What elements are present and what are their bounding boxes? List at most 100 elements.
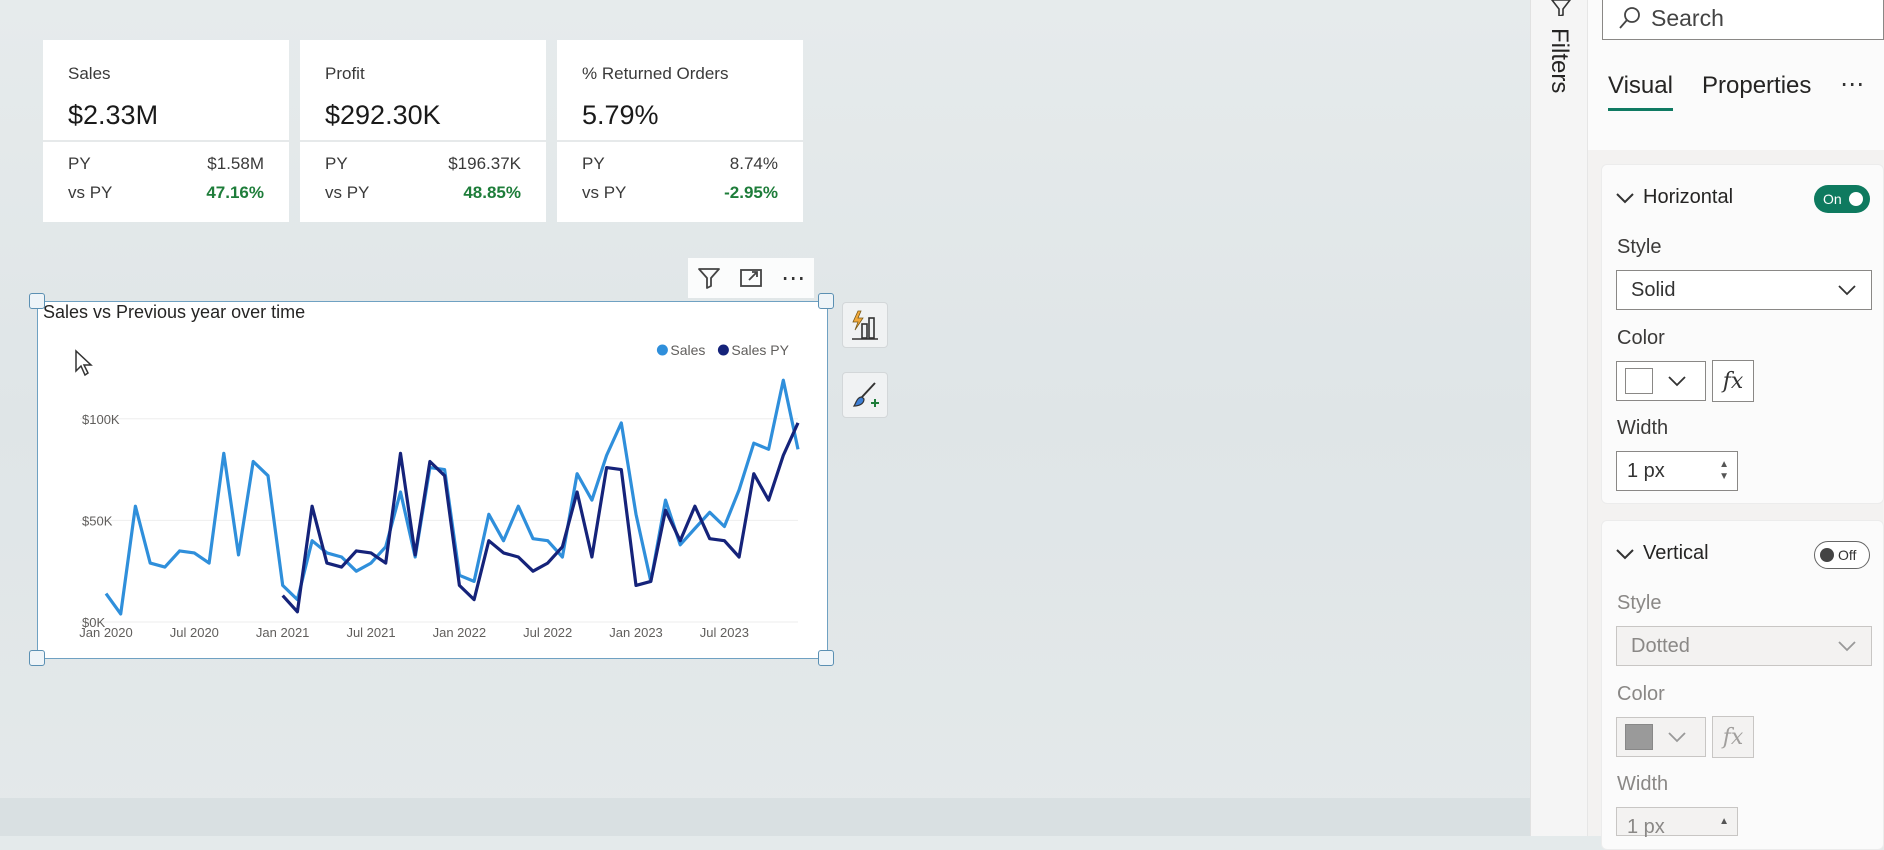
kpi-value: $2.33M	[68, 100, 159, 130]
vertical-color-label: Color	[1617, 683, 1665, 705]
kpi-py-row: PY $196.37K	[325, 154, 521, 174]
kpi-divider	[43, 140, 289, 142]
line-chart-visual[interactable]	[37, 301, 828, 659]
toggle-knob	[1848, 192, 1863, 206]
stepper-value: 1 px	[1627, 816, 1665, 838]
more-options-button[interactable]: ⋯	[772, 258, 814, 298]
legend-marker	[656, 344, 668, 356]
x-tick-label: Jan 2020	[79, 625, 133, 640]
kpi-divider	[300, 140, 546, 142]
kpi-py-row: PY 8.74%	[582, 154, 778, 174]
stepper-value: 1 px	[1627, 459, 1665, 482]
build-visual-button[interactable]	[842, 302, 888, 348]
legend-marker	[717, 344, 729, 356]
kpi-card-returned-orders[interactable]: % Returned Orders 5.79% PY 8.74% vs PY -2.…	[557, 40, 803, 222]
search-icon	[1619, 7, 1640, 29]
paintbrush-icon	[852, 382, 879, 407]
horizontal-fx-button[interactable]: fx	[1712, 360, 1754, 402]
kpi-vs-label: vs PY	[582, 183, 627, 202]
vertical-style-dropdown[interactable]: Dotted	[1616, 626, 1872, 666]
horizontal-section-header[interactable]: Horizontal	[1615, 186, 1733, 209]
filter-button[interactable]	[688, 258, 730, 298]
vertical-width-input[interactable]: 1 px ▲	[1616, 807, 1738, 838]
horizontal-width-label: Width	[1617, 417, 1669, 439]
focus-mode-icon	[740, 269, 762, 287]
legend-label: Sales PY	[731, 342, 789, 358]
x-tick-label: Jan 2023	[609, 625, 663, 640]
kpi-title: Profit	[325, 64, 365, 83]
chart-title: Sales vs Previous year over time	[43, 302, 306, 322]
search-box[interactable]: Search	[1602, 0, 1884, 40]
kpi-vs-value: -2.95%	[724, 183, 778, 202]
kpi-py-label: PY	[325, 154, 348, 173]
horizontal-section-title: Horizontal	[1643, 186, 1734, 208]
filters-funnel-icon	[1550, 0, 1572, 16]
focus-mode-button[interactable]	[730, 258, 772, 298]
canvas-footer	[0, 798, 1530, 836]
vertical-color-picker[interactable]	[1616, 717, 1706, 757]
dropdown-value: Dotted	[1631, 634, 1690, 657]
vertical-section-header[interactable]: Vertical	[1615, 542, 1709, 565]
kpi-py-label: PY	[582, 154, 605, 173]
y-tick-label: $0K	[82, 615, 105, 630]
vertical-fx-button[interactable]: fx	[1712, 716, 1754, 758]
x-tick-label: Jul 2022	[523, 625, 572, 640]
resize-handle-bottom-left[interactable]	[29, 650, 45, 666]
x-tick-label: Jan 2022	[433, 625, 487, 640]
kpi-title: % Returned Orders	[582, 64, 729, 83]
tab-visual-indicator	[1608, 108, 1673, 111]
kpi-py-value: 8.74%	[729, 154, 778, 173]
kpi-title: Sales	[68, 64, 111, 83]
chevron-down-icon	[1616, 192, 1634, 203]
toggle-label: On	[1823, 191, 1842, 207]
stepper-arrows-icon[interactable]: ▲	[1719, 816, 1729, 827]
resize-handle-top-left[interactable]	[29, 293, 45, 309]
x-tick-label: Jul 2023	[700, 625, 749, 640]
chevron-down-icon	[1616, 548, 1634, 559]
horizontal-color-label: Color	[1617, 327, 1665, 349]
kpi-py-value: $1.58M	[207, 154, 264, 173]
horizontal-gridlines-card	[1601, 164, 1884, 504]
filter-icon	[698, 268, 720, 289]
pane-more-options-icon[interactable]: ⋯	[1840, 71, 1866, 98]
stepper-arrows-icon[interactable]: ▲ ▼	[1719, 459, 1729, 482]
chevron-down-icon	[1668, 732, 1686, 743]
chevron-down-icon	[1668, 376, 1686, 387]
kpi-card-profit[interactable]: Profit $292.30K PY $196.37K vs PY 48.85%	[300, 40, 546, 222]
toggle-knob	[1820, 548, 1834, 562]
horizontal-style-label: Style	[1617, 236, 1662, 258]
kpi-vs-row: vs PY -2.95%	[582, 183, 778, 203]
vertical-section-title: Vertical	[1643, 542, 1709, 564]
format-visual-button[interactable]	[842, 372, 888, 418]
kpi-py-row: PY $1.58M	[68, 154, 264, 174]
kpi-py-value: $196.37K	[448, 154, 521, 173]
kpi-card-sales[interactable]: Sales $2.33M PY $1.58M vs PY 47.16%	[43, 40, 289, 222]
build-visual-icon	[852, 310, 878, 340]
horizontal-color-picker[interactable]	[1616, 361, 1706, 401]
filters-pane-label[interactable]: Filters	[1546, 28, 1573, 94]
color-swatch	[1625, 724, 1653, 750]
vertical-width-label: Width	[1617, 773, 1669, 795]
color-swatch	[1625, 368, 1653, 394]
search-placeholder: Search	[1651, 4, 1724, 31]
dropdown-value: Solid	[1631, 278, 1676, 301]
kpi-py-label: PY	[68, 154, 91, 173]
x-tick-label: Jul 2021	[346, 625, 395, 640]
horizontal-width-input[interactable]: 1 px ▲ ▼	[1616, 451, 1738, 491]
kpi-divider	[557, 140, 803, 142]
x-tick-label: Jan 2021	[256, 625, 310, 640]
horizontal-style-dropdown[interactable]: Solid	[1616, 270, 1872, 310]
chevron-down-icon	[1838, 285, 1856, 296]
filters-pane-collapsed[interactable]	[1530, 0, 1588, 836]
tab-visual[interactable]: Visual	[1608, 72, 1673, 99]
kpi-vs-label: vs PY	[325, 183, 370, 202]
tab-properties[interactable]: Properties	[1702, 72, 1812, 99]
kpi-value: 5.79%	[582, 100, 659, 130]
vertical-toggle[interactable]: Off	[1814, 541, 1870, 569]
resize-handle-top-right[interactable]	[818, 293, 834, 309]
resize-handle-bottom-right[interactable]	[818, 650, 834, 666]
horizontal-toggle[interactable]: On	[1814, 185, 1870, 213]
visual-header: ⋯	[688, 258, 814, 298]
kpi-vs-label: vs PY	[68, 183, 113, 202]
chevron-down-icon	[1838, 641, 1856, 652]
